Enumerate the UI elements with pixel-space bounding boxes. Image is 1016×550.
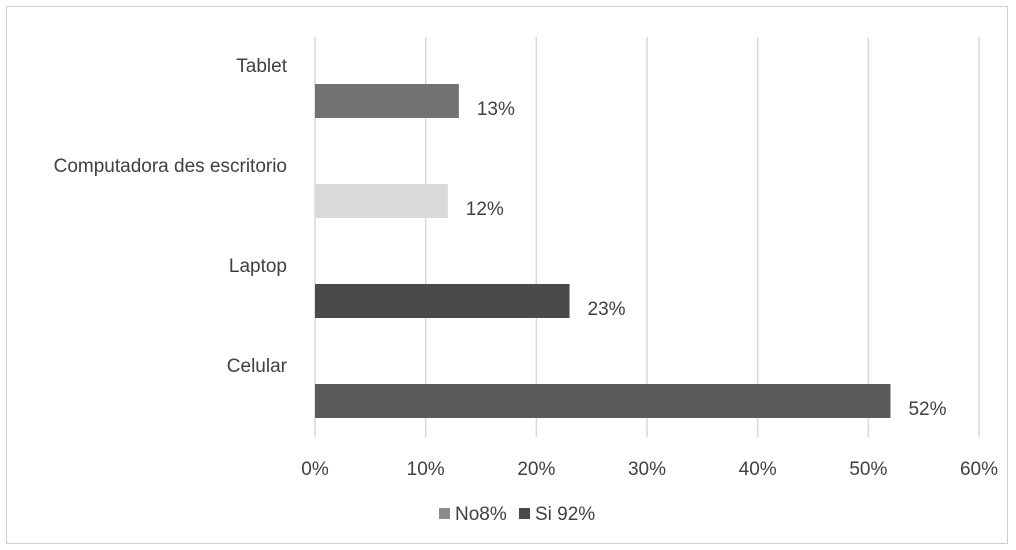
category-label: Computadora des escritorio [54, 156, 287, 177]
x-tick-label: 30% [628, 459, 666, 480]
data-label: 12% [466, 199, 504, 220]
bar [315, 284, 570, 318]
legend-label: No8% [455, 504, 507, 525]
x-tick-label: 20% [517, 459, 555, 480]
bar [315, 384, 891, 418]
x-tick-label: 50% [849, 459, 887, 480]
bar-chart: 0% 10% 20% 30% 40% 50% 60% 52% Celular 23% Laptop 1… [54, 37, 998, 525]
data-label: 23% [588, 299, 626, 320]
category-label: Celular [227, 356, 288, 377]
x-tick-label: 40% [739, 459, 777, 480]
x-tick-label: 60% [960, 459, 998, 480]
bar [315, 84, 459, 118]
x-tick-label: 10% [407, 459, 445, 480]
category-label: Laptop [229, 256, 287, 277]
chart-frame: 0% 10% 20% 30% 40% 50% 60% 52% Celular 23% Laptop 1… [6, 6, 1008, 544]
data-label: 52% [908, 399, 946, 420]
category-label: Tablet [236, 56, 287, 77]
data-label: 13% [477, 99, 515, 120]
legend-swatch [519, 508, 530, 519]
legend-label: Si 92% [535, 504, 595, 525]
x-tick-label: 0% [301, 459, 329, 480]
bar [315, 184, 448, 218]
legend-swatch [439, 508, 450, 519]
